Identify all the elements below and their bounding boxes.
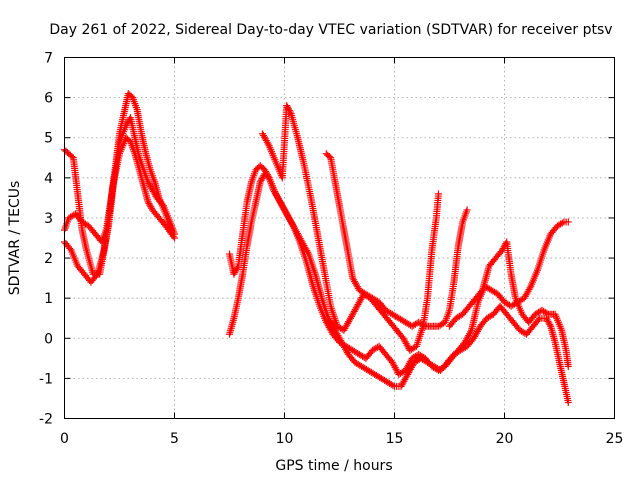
y-tick-label: 6 [44, 91, 53, 107]
data-point [264, 140, 272, 148]
data-point [564, 398, 572, 406]
x-tick-label: 20 [496, 431, 514, 447]
series-track-5 [226, 170, 572, 378]
y-tick-label: 5 [44, 131, 53, 147]
data-point [373, 343, 381, 351]
series-track-3 [61, 134, 178, 286]
data-point [66, 244, 74, 252]
data-point [233, 264, 241, 272]
x-tick-label: 5 [170, 431, 179, 447]
data-point [286, 108, 294, 116]
data-point [477, 288, 485, 296]
axis-ticks [64, 57, 615, 419]
data-point [389, 381, 397, 389]
x-tick-label: 10 [276, 431, 294, 447]
y-tick-label: -1 [39, 371, 53, 387]
data-point [467, 328, 475, 336]
data-point [158, 200, 166, 208]
data-point [420, 321, 428, 329]
data-point [68, 152, 76, 160]
y-tick-label: 4 [44, 171, 53, 187]
data-point [558, 219, 566, 227]
data-point [435, 190, 442, 198]
tick-labels: 0 5 10 15 20 25 -2 -1 0 1 2 3 4 5 6 7 [39, 51, 623, 448]
x-tick-label: 0 [60, 431, 69, 447]
plot-frame [64, 57, 615, 419]
data-point [546, 321, 554, 329]
series-track-7 [322, 150, 471, 330]
data-point [92, 272, 100, 280]
data-point [564, 218, 572, 226]
data-point [70, 211, 78, 219]
series-track-1 [61, 90, 176, 278]
y-axis-label: SDTVAR / TECUs [7, 181, 23, 296]
series-track-8 [446, 238, 572, 370]
data-point [288, 220, 296, 228]
data-point [169, 232, 177, 240]
y-tick-label: 0 [44, 331, 53, 347]
x-tick-label: 15 [386, 431, 404, 447]
y-tick-label: 3 [44, 211, 53, 227]
series-track-6 [259, 102, 442, 354]
y-tick-label: 7 [44, 51, 53, 67]
data-point [463, 206, 471, 214]
y-tick-label: 2 [44, 251, 53, 267]
x-axis-label: GPS time / hours [275, 458, 392, 474]
data-point [171, 234, 178, 242]
data-point [521, 329, 529, 337]
data-point [360, 353, 368, 361]
data-point [564, 362, 572, 370]
data-point [526, 284, 534, 292]
grid-lines [64, 57, 615, 419]
chart-title: Day 261 of 2022, Sidereal Day-to-day VTE… [49, 22, 612, 38]
x-tick-label: 25 [606, 431, 624, 447]
data-point [543, 309, 551, 317]
y-tick-label: -2 [39, 412, 53, 428]
data-point [534, 316, 542, 324]
y-tick-label: 1 [44, 291, 53, 307]
data-markers [61, 90, 572, 406]
